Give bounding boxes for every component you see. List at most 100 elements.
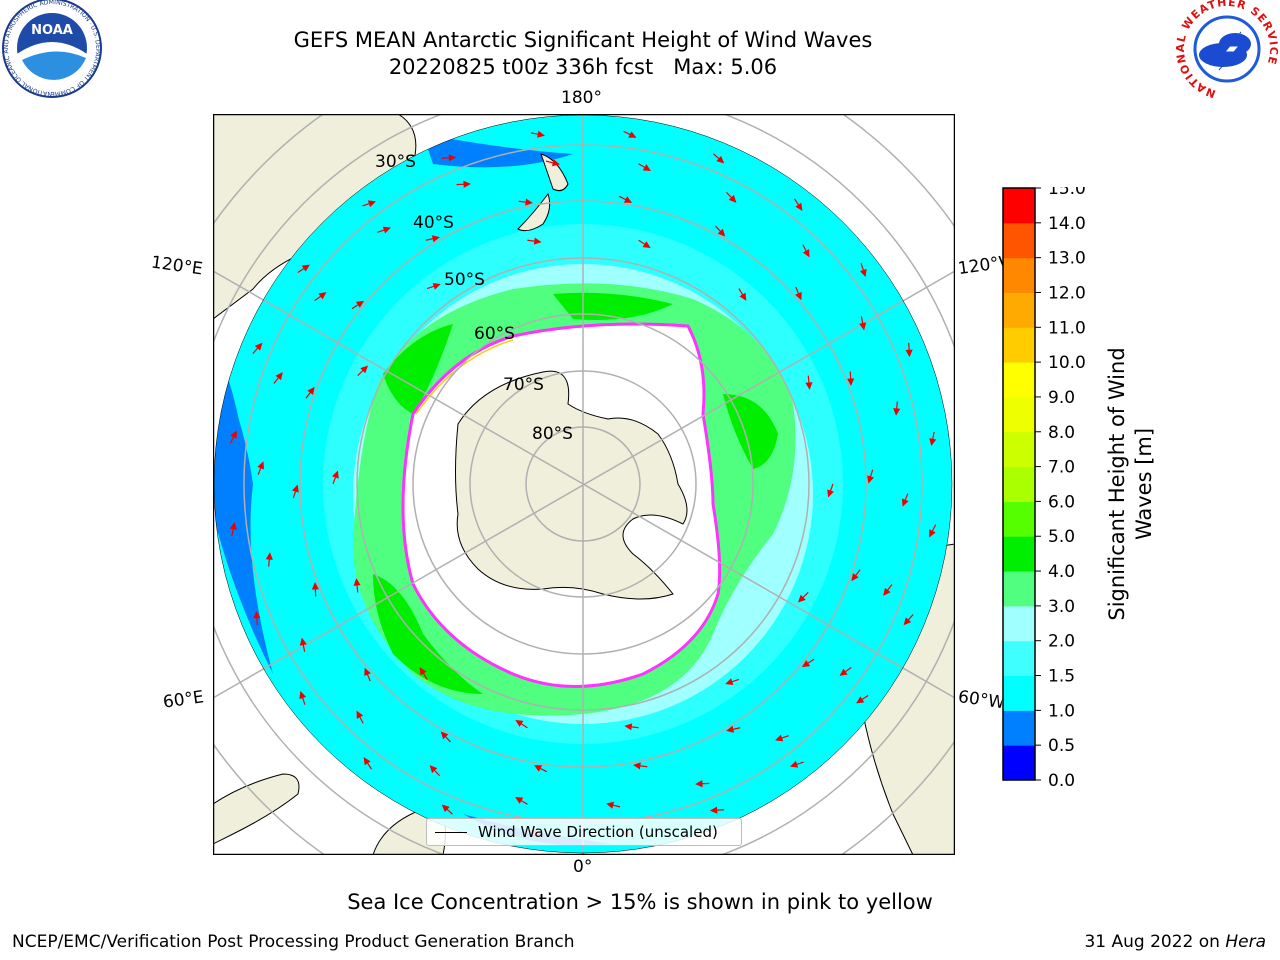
wave-arrow-head xyxy=(642,241,651,249)
colorbar-tick-label: 1.0 xyxy=(1048,701,1075,721)
wave-arrow-head xyxy=(318,292,327,300)
legend-line-icon xyxy=(435,832,467,833)
wave-arrow-head xyxy=(431,235,440,243)
wave-arrow-head xyxy=(905,349,913,358)
wave-arrow-head xyxy=(537,130,546,138)
colorbar-tick-label: 0.5 xyxy=(1048,736,1075,756)
colorbar-label-line2: Waves [m] xyxy=(1132,428,1156,540)
map-legend: Wind Wave Direction (unscaled) xyxy=(426,818,742,846)
wave-arrow-head xyxy=(382,226,391,234)
colorbar-tick-label: 4.0 xyxy=(1048,562,1075,582)
wave-arrow-head xyxy=(353,578,361,586)
wave-arrow-head xyxy=(805,382,813,390)
wave-arrow-head xyxy=(254,342,263,351)
colorbar-tick-label: 5.0 xyxy=(1048,527,1075,547)
wave-arrow-head xyxy=(363,757,371,766)
wave-arrow-head xyxy=(299,691,307,700)
wave-arrow-head xyxy=(851,573,859,582)
wave-arrow-head xyxy=(856,696,865,704)
wave-arrow-head xyxy=(716,155,725,164)
wave-arrow-head xyxy=(525,198,533,206)
wave-arrow-head xyxy=(448,154,457,162)
wave-arrow-head xyxy=(360,365,369,374)
colorbar-segment xyxy=(1003,710,1035,746)
wave-arrow-head xyxy=(633,762,641,770)
lon-label-60w: 60°W xyxy=(956,687,1004,713)
wave-arrow-head xyxy=(709,806,718,814)
colorbar-tick-label: 3.0 xyxy=(1048,597,1075,617)
wave-arrow-head xyxy=(893,408,901,416)
new-zealand-land-2 xyxy=(517,192,551,232)
colorbar-tick-label: 11.0 xyxy=(1048,318,1086,338)
colorbar-segment xyxy=(1003,640,1035,677)
wave-arrow-head xyxy=(429,765,438,774)
wave-arrow-head xyxy=(441,804,450,813)
colorbar-tick-label: 9.0 xyxy=(1048,388,1075,408)
chart-title: GEFS MEAN Antarctic Significant Height o… xyxy=(293,28,873,52)
date-stamp: 31 Aug 2022 on Hera xyxy=(1084,932,1266,952)
nws-logo-icon: NATIONAL WEATHER SERVICE xyxy=(1175,0,1279,100)
colorbar-segment xyxy=(1003,188,1035,224)
wave-arrow-head xyxy=(859,322,867,331)
wave-arrow-head xyxy=(292,484,299,493)
colorbar-tick-label: 15.0 xyxy=(1048,187,1086,199)
colorbar-segment xyxy=(1003,605,1035,642)
wave-arrow-head xyxy=(355,300,365,308)
wave-arrow-head xyxy=(903,617,912,626)
wave-arrow-head xyxy=(867,475,874,484)
colorbar-tick-label: 7.0 xyxy=(1048,458,1075,478)
wave-arrow-head xyxy=(801,660,811,668)
colorbar-segment xyxy=(1003,745,1035,781)
lon-label-120w: 120°W xyxy=(956,252,1006,280)
colorbar-segment xyxy=(1003,675,1035,711)
date-text: 31 Aug 2022 on xyxy=(1084,932,1226,952)
wave-arrow-head xyxy=(432,282,441,290)
wave-arrow-head xyxy=(301,264,310,272)
wave-arrow-head xyxy=(367,200,376,208)
lat-label-60s: 60°S xyxy=(474,324,515,344)
colorbar-tick-label: 12.0 xyxy=(1048,283,1086,303)
wave-arrow-head xyxy=(642,164,651,171)
colorbar-tick-label: 2.0 xyxy=(1048,632,1075,652)
wave-arrow-head xyxy=(515,797,524,804)
wave-arrow-head xyxy=(725,678,734,686)
lon-label-0: 0° xyxy=(573,857,593,877)
antarctic-wave-map xyxy=(213,114,955,855)
colorbar-tick-label: 0.0 xyxy=(1048,771,1075,787)
wave-arrow-head xyxy=(307,386,315,395)
wave-arrow-head xyxy=(275,372,283,381)
colorbar-tick-label: 14.0 xyxy=(1048,214,1086,234)
wave-arrow-head xyxy=(552,159,561,167)
wave-arrow-head xyxy=(847,378,855,386)
colorbar-segment xyxy=(1003,327,1035,363)
colorbar-tick-label: 13.0 xyxy=(1048,249,1086,269)
wave-arrow-head xyxy=(624,723,633,731)
colorbar-segment xyxy=(1003,222,1035,259)
colorbar: 0.0 0.5 1.0 1.5 2.0 3.0 4.0 5.0 6.0 7.0 8.0 9.0 10.0… xyxy=(1002,187,1086,787)
wave-arrow-head xyxy=(265,552,273,560)
wave-arrow-head xyxy=(728,194,737,203)
wave-arrow-head xyxy=(515,719,524,727)
colorbar-segment xyxy=(1003,571,1035,607)
machine-name: Hera xyxy=(1225,932,1266,952)
wave-arrow-head xyxy=(253,610,261,619)
wave-arrow-head xyxy=(839,668,848,676)
wave-arrow-head xyxy=(440,731,449,740)
wave-arrow-head xyxy=(356,710,364,719)
wave-arrow-head xyxy=(230,430,237,439)
colorbar-tick-label: 10.0 xyxy=(1048,353,1086,373)
wave-arrow-head xyxy=(533,237,542,245)
wave-arrow-head xyxy=(929,529,936,538)
lat-label-80s: 80°S xyxy=(532,424,573,444)
wave-arrow-head xyxy=(628,131,637,138)
wave-arrow-head xyxy=(229,521,237,530)
colorbar-segment xyxy=(1003,431,1035,468)
wave-arrow-head xyxy=(717,228,726,237)
wave-arrow-head xyxy=(883,587,891,596)
lon-label-120e: 120°E xyxy=(149,252,204,280)
wave-arrow-head xyxy=(533,765,543,772)
wave-arrow-head xyxy=(795,291,802,301)
wave-arrow-head xyxy=(623,196,633,203)
lat-label-40s: 40°S xyxy=(413,213,454,233)
colorbar-segment xyxy=(1003,466,1035,502)
